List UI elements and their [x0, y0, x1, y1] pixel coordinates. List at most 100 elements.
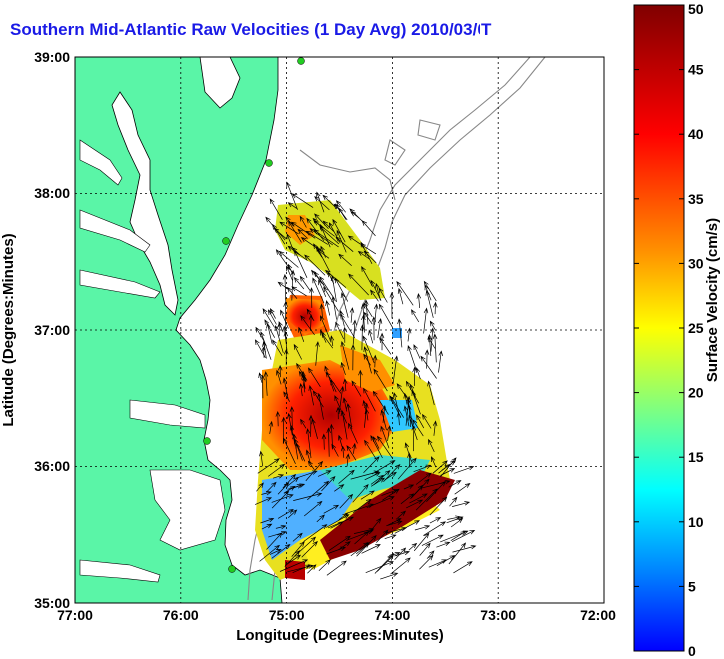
velocity-arrow: [334, 277, 349, 302]
velocity-arrow: [406, 327, 412, 342]
velocity-arrow: [348, 422, 358, 444]
velocity-arrow: [363, 353, 371, 366]
velocity-arrow: [325, 300, 331, 316]
chesapeake-bay: [111, 91, 179, 316]
velocity-arrow: [261, 346, 266, 358]
velocity-arrow: [272, 339, 283, 356]
velocity-arrow: [308, 414, 314, 437]
velocity-arrow: [300, 315, 315, 336]
velocity-arrow: [313, 271, 326, 289]
velocity-arrow: [454, 482, 471, 495]
velocity-arrow: [428, 559, 448, 568]
velocity-arrow: [378, 287, 388, 303]
y-tick-label: 38:00: [34, 185, 70, 201]
colorbar-ticks: 0 5 10 15 20 25 30 35 40 45 50: [634, 1, 704, 659]
velocity-arrow: [277, 281, 288, 289]
y-axis-label: Latitude (Degrees:Minutes): [0, 233, 17, 426]
velocity-arrow: [429, 320, 436, 331]
velocity-arrow: [377, 318, 383, 339]
y-tick-label: 35:00: [34, 595, 70, 611]
velocity-arrow: [304, 254, 326, 276]
colorbar: [633, 4, 685, 652]
velocity-arrow: [307, 460, 315, 471]
velocity-arrow: [314, 196, 330, 211]
velocity-arrow: [370, 289, 379, 302]
velocity-arrow: [372, 354, 378, 368]
velocity-arrow: [381, 405, 387, 423]
velocity-arrow: [287, 509, 298, 518]
velocity-arrow: [348, 273, 369, 296]
velocity-arrow: [415, 488, 438, 511]
velocity-arrow: [421, 534, 444, 546]
velocity-arrow: [351, 380, 362, 397]
velocity-arrow: [451, 530, 476, 543]
velocity-arrow: [340, 445, 346, 458]
velocity-arrow: [275, 411, 281, 427]
velocity-arrow: [378, 303, 393, 328]
y-tick-label: 39:00: [34, 49, 70, 65]
velocity-arrow: [259, 450, 264, 467]
velocity-arrow: [363, 311, 373, 325]
velocity-arrow: [277, 509, 294, 519]
velocity-arrow: [273, 227, 287, 240]
velocity-arrow: [363, 387, 376, 412]
velocity-arrow: [412, 419, 424, 437]
velocity-arrow: [329, 335, 335, 347]
velocity-arrow: [448, 480, 462, 488]
velocity-arrow: [336, 229, 347, 253]
velocity-arrow: [373, 368, 388, 392]
velocity-arrow: [412, 366, 417, 386]
velocity-arrow: [424, 349, 430, 369]
y-tick-label: 37:00: [34, 322, 70, 338]
velocity-arrow: [364, 472, 381, 481]
velocity-arrow: [411, 309, 420, 323]
velocity-arrow: [269, 307, 276, 319]
velocity-arrow: [292, 532, 303, 542]
velocity-arrow: [303, 500, 323, 517]
x-tick-label: 75:00: [269, 607, 305, 623]
velocity-arrow: [318, 559, 331, 571]
velocity-arrow: [326, 546, 347, 555]
velocity-arrow: [415, 367, 421, 380]
plot-frame: [74, 56, 605, 604]
velocity-arrow: [413, 344, 421, 359]
velocity-arrow: [323, 504, 340, 514]
velocity-arrow: [275, 369, 282, 385]
velocity-arrow: [426, 480, 446, 503]
velocity-arrow: [314, 213, 329, 230]
velocity-arrow: [335, 321, 345, 340]
velocity-arrow: [291, 193, 314, 208]
velocity-arrow: [299, 275, 311, 292]
velocity-arrow: [379, 332, 385, 351]
velocity-arrow: [268, 420, 274, 434]
velocity-arrow: [371, 316, 377, 341]
velocity-arrow: [259, 544, 281, 562]
velocity-arrow: [365, 561, 394, 574]
map-title: Southern Mid-Atlantic Raw Velocities (1 …: [10, 20, 480, 39]
velocity-arrow: [429, 517, 442, 524]
velocity-arrow: [269, 549, 282, 555]
velocity-arrow: [364, 299, 369, 325]
velocity-arrow: [295, 442, 303, 461]
velocity-arrow: [448, 542, 467, 565]
velocity-arrow: [406, 499, 424, 509]
velocity-arrow: [338, 253, 352, 266]
velocity-arrow: [364, 402, 369, 428]
velocity-arrow: [293, 343, 303, 360]
velocity-arrow: [271, 490, 290, 509]
velocity-arrow: [387, 518, 402, 526]
velocity-arrow: [320, 329, 327, 343]
velocity-arrow: [433, 301, 438, 315]
velocity-arrow: [324, 365, 335, 392]
velocity-arrow: [438, 463, 451, 474]
velocity-arrow: [404, 442, 412, 463]
velocity-arrow: [432, 333, 438, 363]
velocity-arrow: [332, 218, 346, 243]
velocity-arrow: [323, 286, 339, 312]
velocity-arrow: [370, 474, 384, 485]
velocity-arrow: [321, 475, 336, 492]
pamlico-sound: [149, 469, 226, 551]
velocity-arrow: [271, 494, 294, 503]
velocity-arrow: [272, 474, 285, 479]
velocity-arrow: [422, 413, 432, 429]
